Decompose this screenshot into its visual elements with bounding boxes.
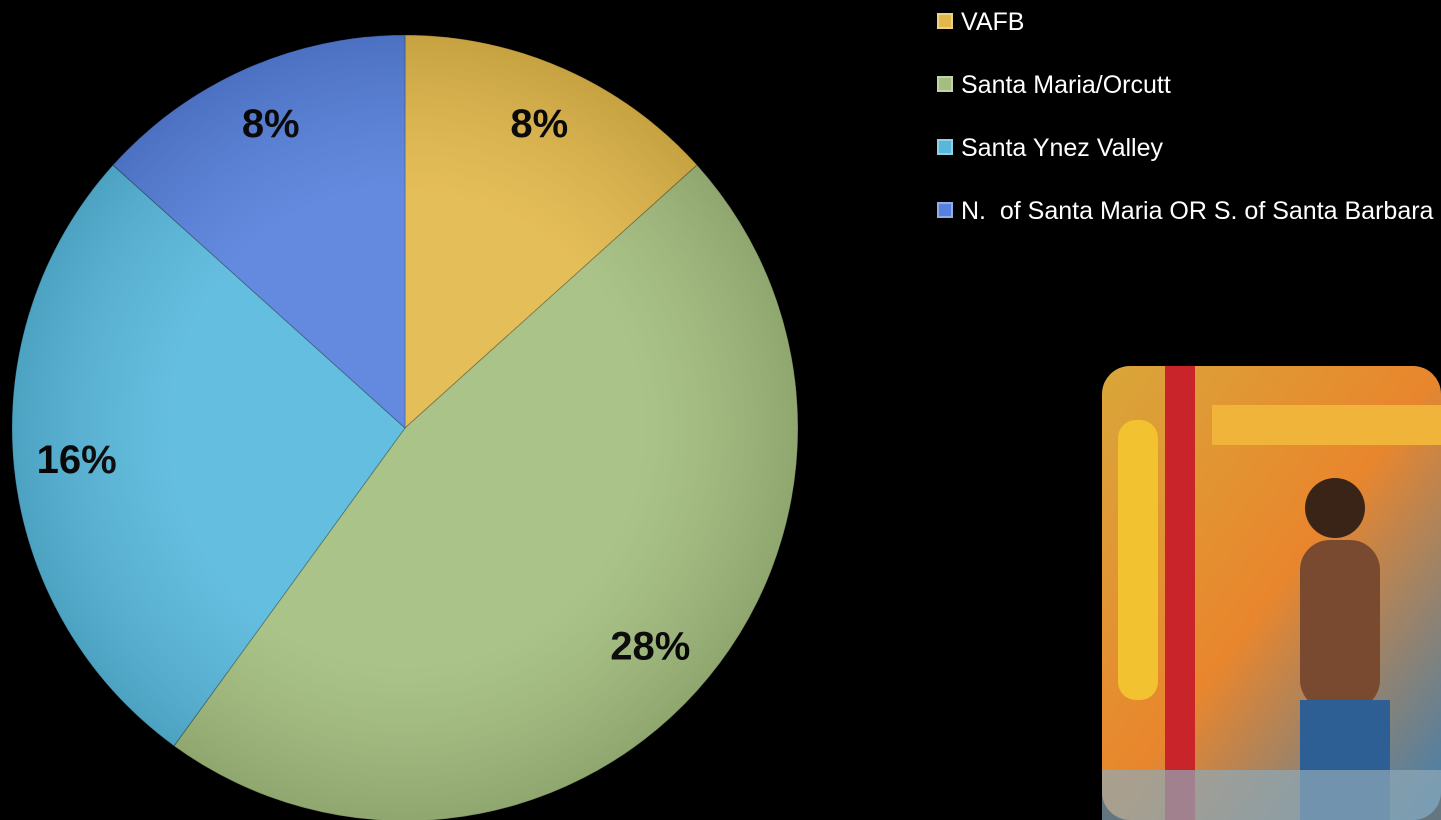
value-label: 16% [37,438,117,482]
value-label: 28% [610,624,690,668]
legend-swatch [937,202,953,218]
legend-item: VAFB [935,6,1435,38]
legend-swatch [937,139,953,155]
value-label: 8% [242,102,300,146]
legend-label: VAFB [961,6,1024,38]
legend-item: Santa Maria/Orcutt [935,69,1435,101]
legend: VAFB Santa Maria/Orcutt Santa Ynez Valley N… [935,6,1435,258]
legend-item: N. of Santa Maria OR S. of Santa Barbara [935,195,1435,227]
legend-label: N. of Santa Maria OR S. of Santa Barbara [961,195,1433,227]
legend-swatch [937,76,953,92]
pie: 8% 28% 16% 8% [12,35,798,820]
legend-swatch [937,13,953,29]
value-label: 8% [510,102,568,146]
photo [1102,366,1441,820]
legend-label: Santa Maria/Orcutt [961,69,1171,101]
page: 8% 28% 16% 8% VAFB Santa Maria/Orcutt Santa Y… [0,0,1441,820]
legend-item: Santa Ynez Valley [935,132,1435,164]
legend-label: Santa Ynez Valley [961,132,1163,164]
